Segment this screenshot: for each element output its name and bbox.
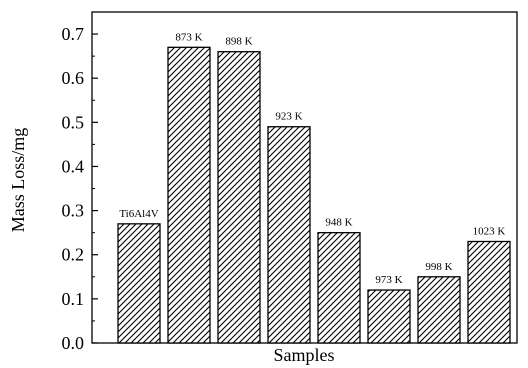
- y-tick-label: 0.0: [62, 333, 85, 353]
- y-tick-label: 0.5: [62, 112, 85, 132]
- bar-3: [267, 126, 311, 344]
- y-tick-label: 0.3: [62, 201, 85, 221]
- bar-label: Ti6Al4V: [119, 208, 158, 220]
- x-axis-title: Samples: [274, 345, 335, 365]
- bar-2: [217, 51, 261, 344]
- y-tick-label: 0.7: [62, 24, 85, 44]
- bar-7: [467, 240, 511, 344]
- plot-area: 0.0 0.1 0.2 0.3 0.4 0.5 0.6 0.7 Ti6Al4V 873 K 898 …: [62, 11, 518, 353]
- y-tick-label: 0.4: [62, 156, 85, 176]
- bar-label: 873 K: [175, 31, 202, 43]
- bar-label: 973 K: [375, 274, 402, 286]
- bar-1: [167, 46, 211, 344]
- y-tick-label: 0.1: [62, 289, 85, 309]
- bar-label: 948 K: [325, 217, 352, 229]
- y-axis-title: Mass Loss/mg: [8, 128, 28, 233]
- bar-4: [317, 232, 361, 344]
- bar-label: 923 K: [275, 111, 302, 123]
- bar-label: 998 K: [425, 261, 452, 273]
- bar-5: [367, 289, 411, 344]
- y-tick-label: 0.6: [62, 68, 85, 88]
- bar-6: [417, 276, 461, 344]
- bar-label: 1023 K: [473, 225, 506, 237]
- bar-0: [117, 223, 161, 344]
- y-tick-label: 0.2: [62, 245, 85, 265]
- bar-label: 898 K: [225, 36, 252, 48]
